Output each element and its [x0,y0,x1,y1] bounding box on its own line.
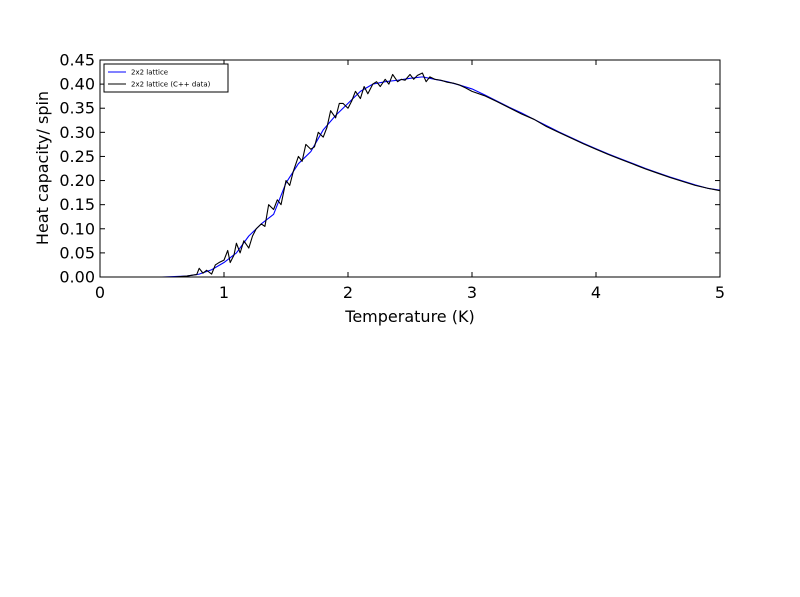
y-tick-label: 0.10 [59,219,95,238]
y-tick-label: 0.35 [59,99,95,118]
legend: 2x2 lattice 2x2 lattice (C++ data) [103,63,229,93]
y-tick-label: 0.40 [59,75,95,94]
legend-box [103,63,229,93]
x-tick-label: 1 [219,283,229,302]
y-axis-label: Heat capacity/ spin [33,91,52,245]
y-tick-label: 0.25 [59,147,95,166]
x-tick-label: 5 [715,283,725,302]
y-tick-label: 0.30 [59,123,95,142]
plot-area-frame [99,59,721,278]
y-tick-label: 0.00 [59,268,95,287]
x-tick-label: 3 [467,283,477,302]
x-axis-label: Temperature (K) [344,307,474,326]
y-tick-label: 0.05 [59,243,95,262]
series-layer [131,72,721,278]
y-tick-label: 0.20 [59,171,95,190]
series-line-1 [162,72,721,278]
x-tick-label: 4 [591,283,601,302]
x-tick-label: 0 [95,283,105,302]
x-tick-label: 2 [343,283,353,302]
legend-label-2x2-lattice-cpp: 2x2 lattice (C++ data) [131,81,211,89]
y-tick-label: 0.45 [59,51,95,70]
legend-label-2x2-lattice: 2x2 lattice [131,69,168,77]
y-tick-label: 0.15 [59,195,95,214]
ticks-layer: 0 1 2 3 4 5 0.00 0.05 0.10 0.15 0.20 0.25 0.30 0.35 0.… [59,51,725,303]
series-line-0 [131,76,721,278]
